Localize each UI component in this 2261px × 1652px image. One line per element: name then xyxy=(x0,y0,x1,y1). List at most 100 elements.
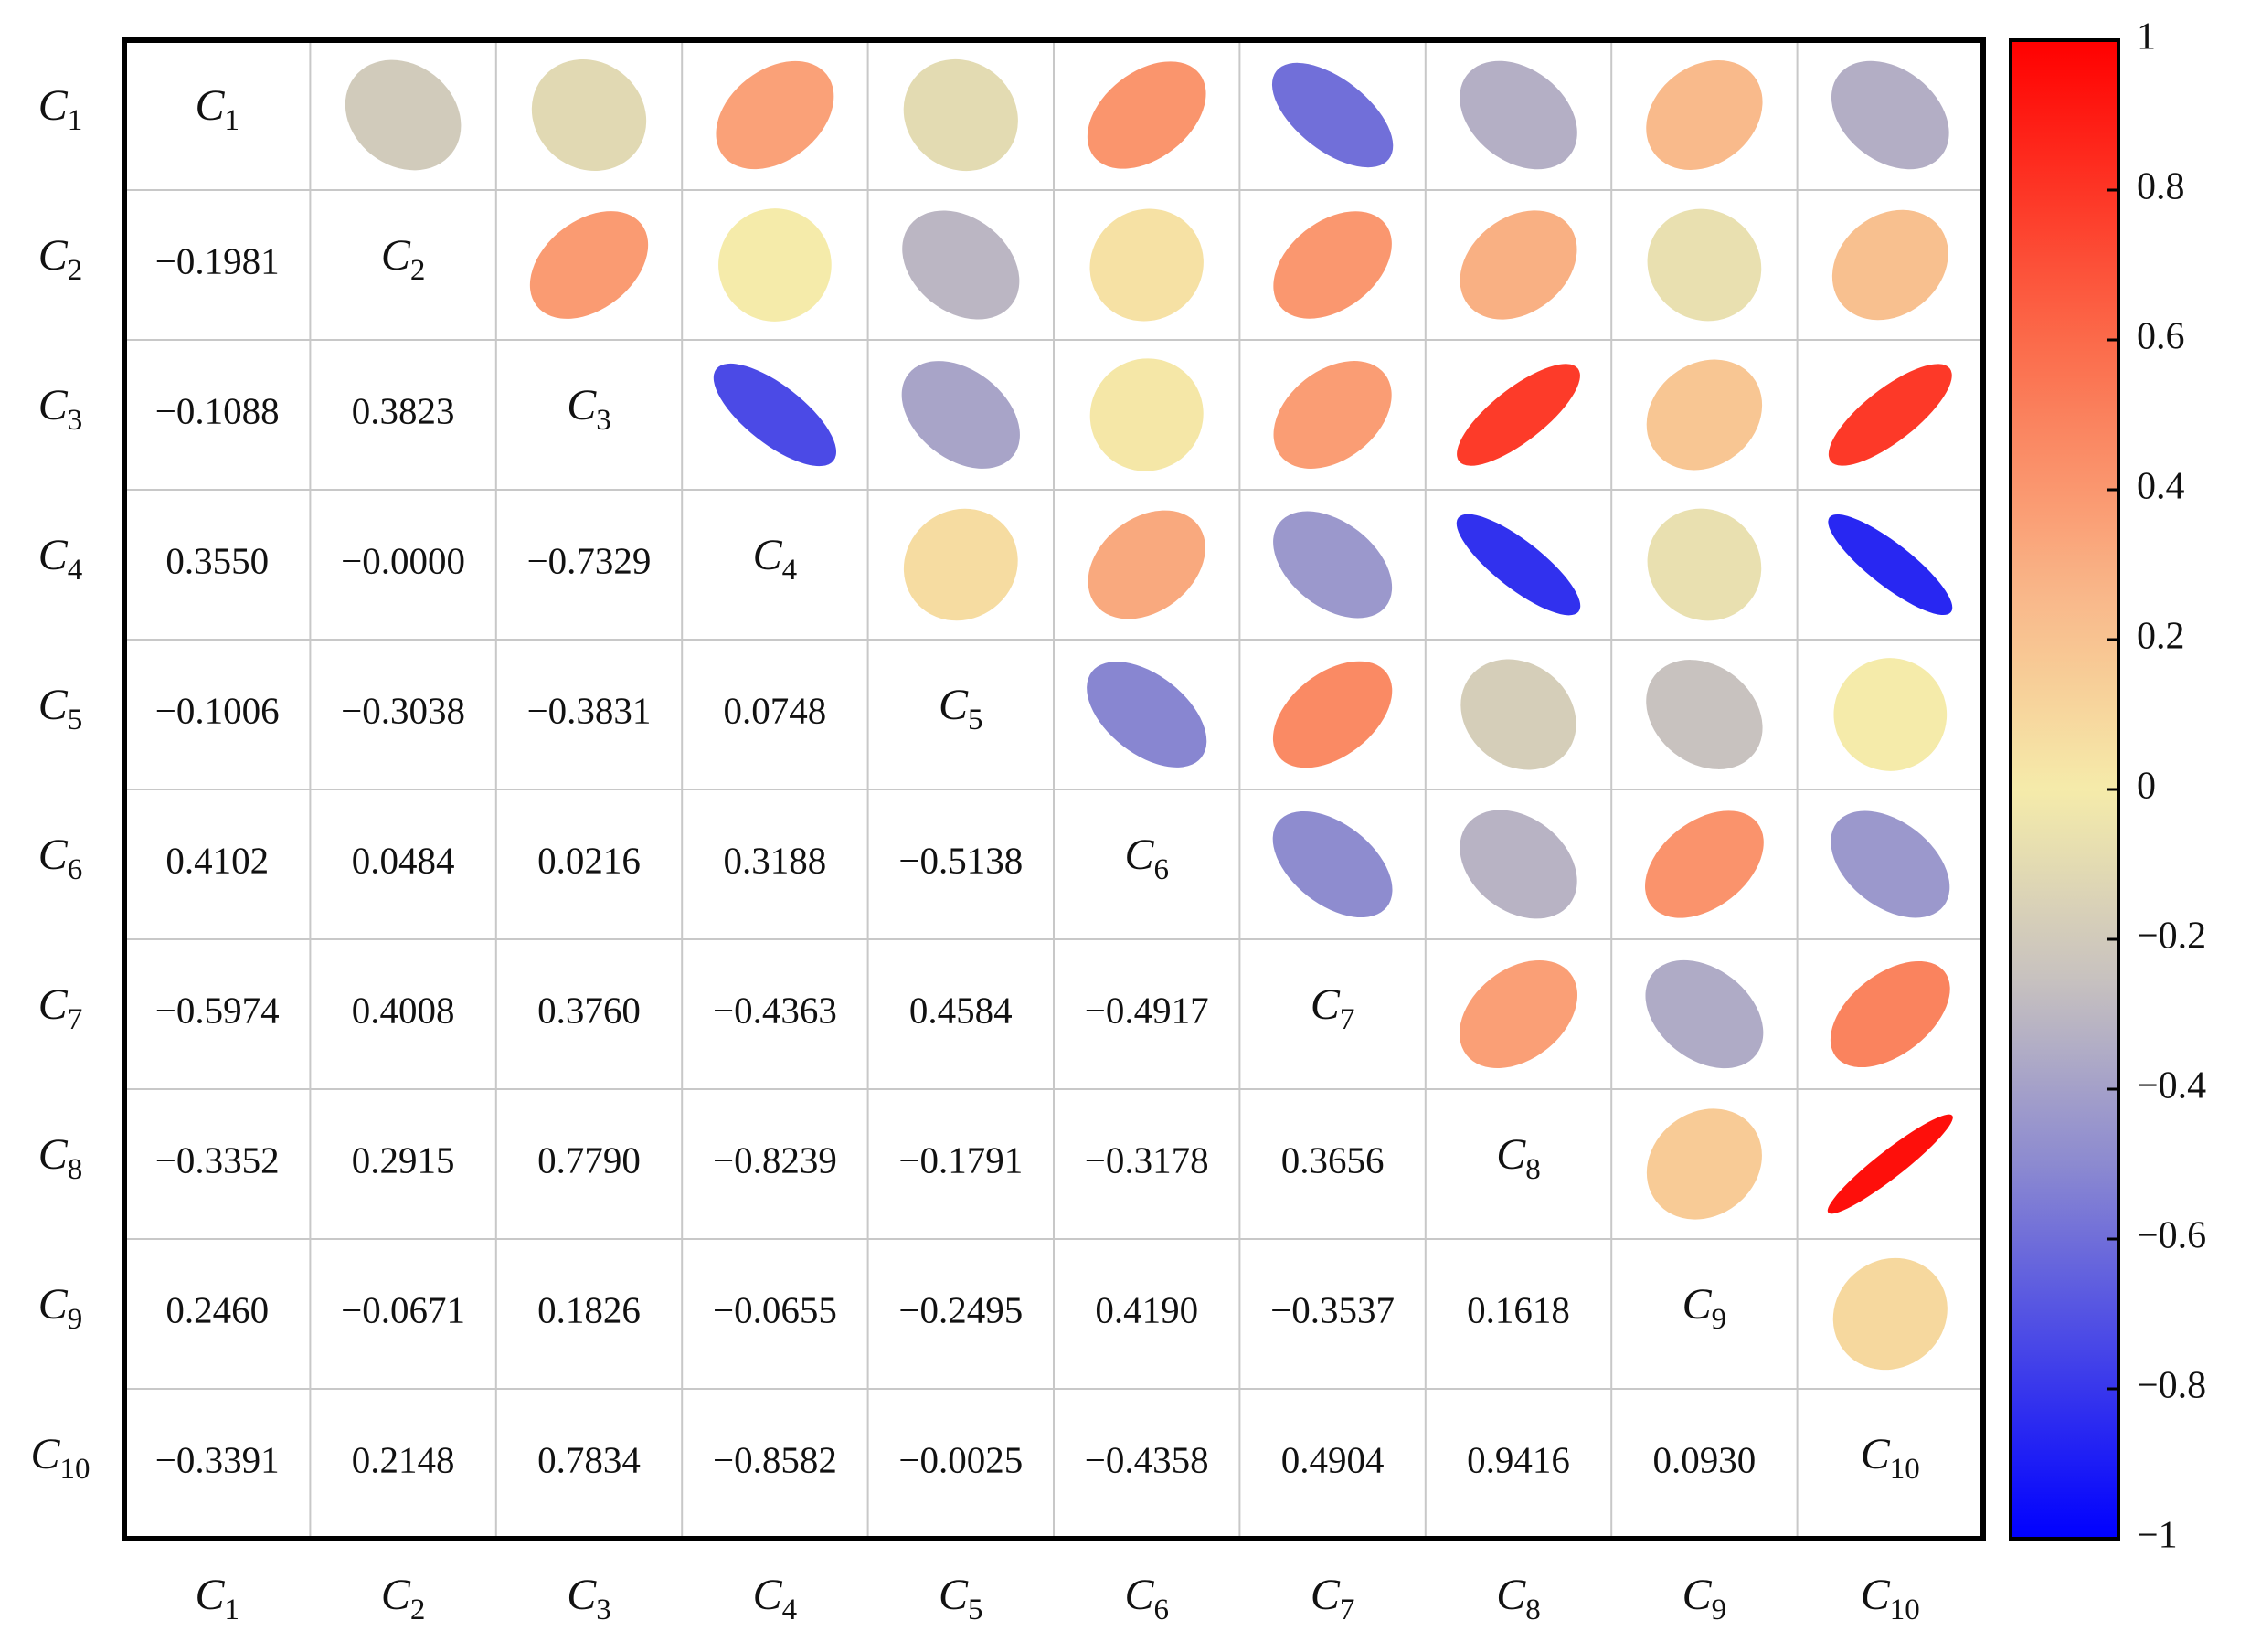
correlation-ellipse xyxy=(903,508,1018,621)
correlation-ellipse xyxy=(1833,658,1948,771)
colorbar-tick-label: −0.6 xyxy=(2137,1215,2206,1257)
cell-value: 0.7834 xyxy=(537,1438,641,1480)
column-axis-label: C5 xyxy=(939,1571,983,1626)
column-axis-label: C2 xyxy=(381,1571,426,1626)
correlation-ellipse xyxy=(902,210,1020,320)
grid-lines xyxy=(124,40,1983,1539)
correlation-ellipse xyxy=(1087,662,1207,768)
cell-value: 0.2148 xyxy=(352,1438,455,1480)
cell-value: −0.5974 xyxy=(155,989,280,1031)
correlation-ellipse xyxy=(716,60,834,170)
correlation-ellipse xyxy=(1273,211,1392,319)
cell-value: −0.2495 xyxy=(898,1288,1023,1330)
correlation-ellipse xyxy=(903,58,1018,172)
cell-value: 0.0484 xyxy=(352,839,455,881)
correlation-ellipse xyxy=(1831,810,1950,918)
row-axis-label: C10 xyxy=(30,1430,90,1486)
diagonal-label: C2 xyxy=(381,231,426,287)
diagonal-label: C7 xyxy=(1311,980,1355,1036)
diagonal-label: C8 xyxy=(1496,1130,1541,1186)
correlation-ellipse xyxy=(531,58,647,172)
correlation-ellipse xyxy=(1831,60,1949,170)
cell-value: −0.8239 xyxy=(713,1138,837,1181)
axis-labels: C1C1C2C2C3C3C4C4C5C5C6C6C7C7C8C8C9C9C10C… xyxy=(30,81,1919,1626)
cell-value: −0.0655 xyxy=(713,1288,837,1330)
cell-value: −0.1791 xyxy=(898,1138,1023,1181)
diagonal-label: C1 xyxy=(195,81,239,137)
cell-value: 0.1618 xyxy=(1467,1288,1570,1330)
diagonal-labels: C1 C2 C3 C4 C5 C6 C7 C8 C9 C10 xyxy=(195,81,1919,1486)
colorbar-tick-label: 0.8 xyxy=(2137,166,2185,208)
correlation-ellipse xyxy=(1828,514,1953,616)
cell-value: 0.3760 xyxy=(537,989,641,1031)
row-axis-label: C4 xyxy=(38,531,83,587)
column-axis-label: C6 xyxy=(1124,1571,1169,1626)
cell-value: −0.3038 xyxy=(341,689,465,731)
cell-value: −0.3178 xyxy=(1085,1138,1209,1181)
colorbar-tick-label: 0 xyxy=(2137,766,2156,808)
correlation-ellipse xyxy=(1089,208,1204,322)
cell-value: 0.4190 xyxy=(1095,1288,1198,1330)
cell-value: −0.3352 xyxy=(155,1138,280,1181)
cell-value: −0.5138 xyxy=(898,839,1023,881)
cell-value: 0.0216 xyxy=(537,839,641,881)
cell-value: 0.3188 xyxy=(724,839,827,881)
cell-value: 0.7790 xyxy=(537,1138,641,1181)
correlation-ellipse xyxy=(345,59,462,171)
colorbar-tick-label: 0.4 xyxy=(2137,466,2185,508)
cell-value: 0.4102 xyxy=(165,839,269,881)
cell-value: 0.1826 xyxy=(537,1288,641,1330)
correlation-ellipse xyxy=(1827,1114,1953,1214)
correlation-ellipse xyxy=(718,208,832,322)
colorbar-tick-label: −0.4 xyxy=(2137,1065,2206,1107)
row-axis-label: C2 xyxy=(38,231,83,287)
cell-value: −0.1006 xyxy=(155,689,280,731)
correlation-ellipse xyxy=(1089,358,1204,471)
cell-value: −0.0000 xyxy=(341,539,465,581)
correlation-ellipse xyxy=(1271,62,1394,168)
correlation-ellipse xyxy=(1460,210,1577,320)
column-axis-label: C1 xyxy=(195,1571,239,1626)
cell-value: 0.4904 xyxy=(1281,1438,1385,1480)
cell-value: −0.3391 xyxy=(155,1438,280,1480)
colorbar-tick-label: −0.8 xyxy=(2137,1365,2206,1407)
diagonal-label: C3 xyxy=(567,381,611,437)
correlation-ellipse xyxy=(1646,1108,1762,1220)
cell-value: 0.0748 xyxy=(724,689,827,731)
colorbar-tick-label: −0.2 xyxy=(2137,916,2206,958)
correlation-ellipse xyxy=(529,211,649,319)
correlation-ellipse xyxy=(1645,810,1764,918)
row-axis-label: C7 xyxy=(38,980,83,1036)
cell-value: 0.3656 xyxy=(1281,1138,1385,1181)
correlation-ellipse xyxy=(1272,661,1393,768)
correlation-ellipse xyxy=(1830,960,1950,1068)
cell-value: 0.4584 xyxy=(909,989,1013,1031)
correlation-ellipse xyxy=(1646,660,1763,769)
correlation-ellipse xyxy=(1087,61,1206,169)
diagonal-label: C9 xyxy=(1682,1280,1727,1336)
cell-value: 0.2915 xyxy=(352,1138,455,1181)
cell-value: −0.3831 xyxy=(527,689,652,731)
cell-value: 0.3550 xyxy=(165,539,269,581)
row-axis-label: C3 xyxy=(38,381,83,437)
column-axis-label: C4 xyxy=(753,1571,798,1626)
correlation-ellipse xyxy=(1646,359,1763,471)
diagonal-label: C6 xyxy=(1124,831,1169,886)
cell-value: −0.0671 xyxy=(341,1288,465,1330)
colorbar-tick-label: −1 xyxy=(2137,1515,2178,1557)
column-axis-label: C9 xyxy=(1682,1571,1727,1626)
cell-value: −0.3537 xyxy=(1270,1288,1395,1330)
correlation-ellipse xyxy=(1088,510,1205,620)
colorbar-tick-label: 0.2 xyxy=(2137,616,2185,658)
column-axis-label: C10 xyxy=(1861,1571,1920,1626)
matrix-frame xyxy=(122,37,1986,1541)
column-axis-label: C3 xyxy=(567,1571,611,1626)
correlation-ellipse xyxy=(1646,60,1763,170)
diagonal-label: C4 xyxy=(753,531,798,587)
value-labels: −0.1981 −0.1088 0.3823 0.3550 −0.0000 −0.7329… xyxy=(155,239,1757,1480)
cell-value: −0.4917 xyxy=(1085,989,1209,1031)
correlation-ellipse xyxy=(1273,511,1393,619)
ellipse-layer xyxy=(345,58,1953,1371)
correlation-ellipse xyxy=(1457,364,1580,466)
